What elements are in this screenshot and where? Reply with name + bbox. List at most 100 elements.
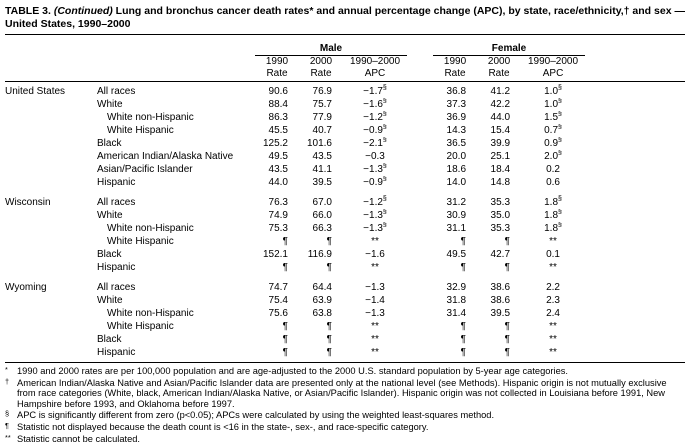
male-apc: ** (371, 236, 379, 247)
state-label: Wyoming (5, 282, 47, 293)
male-rate-header: Rate (299, 68, 343, 82)
death-rates-table: Male Female 1990 2000 1990–2000 1990 200… (5, 35, 685, 359)
male-2000-rate: 40.7 (312, 125, 332, 136)
female-1990-rate: 49.5 (446, 249, 467, 260)
female-2000-rate: ¶ (504, 236, 511, 247)
table-row: Black 125.2 101.6 −2.1§ 36.5 39.9 0.9§ (5, 137, 685, 150)
column-header-row-1: 1990 2000 1990–2000 1990 2000 1990–2000 (5, 56, 685, 69)
race-label: Hispanic (97, 347, 136, 358)
male-1990-rate: 152.1 (262, 249, 288, 260)
male-2000-rate: 66.0 (312, 210, 332, 221)
female-2000-rate: ¶ (504, 321, 511, 332)
table-row: Asian/Pacific Islander 43.5 41.1 −1.3§ 1… (5, 163, 685, 176)
male-1990-rate: 49.5 (268, 151, 288, 162)
female-apc: 2.2 (546, 282, 560, 293)
race-label: Hispanic (97, 177, 136, 188)
female-1990-rate: 14.0 (446, 177, 467, 188)
male-apc: −1.7§ (343, 82, 407, 99)
male-2000-rate: 77.9 (312, 112, 332, 123)
race-label: All races (97, 86, 136, 97)
footnote-text: 1990 and 2000 rates are per 100,000 popu… (17, 366, 568, 376)
footnote-marker: ** (5, 432, 11, 442)
table-row: Hispanic ¶ ¶ ** ¶ ¶ ** (5, 261, 685, 274)
footnotes: * 1990 and 2000 rates are per 100,000 pop… (5, 365, 685, 444)
male-2000-rate: 76.9 (312, 86, 332, 97)
female-rate-header: Rate (433, 68, 478, 82)
male-1990-header: 1990 (265, 56, 289, 67)
male-2000-rate: ¶ (326, 262, 332, 273)
male-2000-rate: 63.9 (312, 295, 332, 306)
male-apc: ** (371, 321, 379, 332)
male-1990-rate: 86.3 (268, 112, 288, 123)
female-apc: 1.0§ (544, 98, 562, 110)
male-apc: ** (371, 347, 379, 358)
female-2000-rate: 39.9 (490, 138, 511, 149)
male-1990-rate: ¶ (282, 334, 288, 345)
female-apc: ** (549, 334, 557, 345)
female-2000-rate: 44.0 (490, 112, 511, 123)
male-1990-rate: 43.5 (268, 164, 288, 175)
footnote-text: APC is significantly different from zero… (17, 410, 495, 421)
female-1990-rate: 30.9 (446, 210, 467, 221)
table-row: White non-Hispanic 86.3 77.9 −1.2§ 36.9 … (5, 111, 685, 124)
race-label: White non-Hispanic (107, 308, 194, 319)
female-1990-rate: ¶ (460, 347, 467, 358)
race-label: Hispanic (97, 262, 136, 273)
race-label: White (97, 99, 123, 110)
table-row: White 74.9 66.0 −1.3§ 30.9 35.0 1.8§ (5, 209, 685, 222)
table-row: White 75.4 63.9 −1.4 31.8 38.6 2.3 (5, 294, 685, 307)
female-2000-rate: 38.6 (490, 295, 511, 306)
footnote-text: American Indian/Alaska Native and Asian/… (17, 377, 667, 409)
male-2000-rate: 75.7 (312, 99, 332, 110)
female-2000-rate: 38.6 (490, 282, 511, 293)
female-apc: 0.1 (546, 249, 560, 260)
female-apc: 1.8§ (544, 222, 562, 234)
race-label: All races (97, 282, 136, 293)
male-2000-rate: 67.0 (312, 197, 332, 208)
female-apc: ** (549, 262, 557, 273)
female-apc: 0.9§ (544, 137, 562, 149)
female-apc: 1.8§ (544, 195, 562, 208)
female-apc: 2.3 (546, 295, 560, 306)
male-apc: ** (371, 262, 379, 273)
apc-marker: § (558, 84, 562, 92)
apc-marker: § (382, 84, 387, 92)
race-label: White Hispanic (107, 236, 174, 247)
female-2000-rate: ¶ (504, 262, 511, 273)
table-row: White non-Hispanic 75.6 63.8 −1.3 31.4 3… (5, 307, 685, 320)
male-apc: −1.6 (365, 249, 385, 260)
female-1990-header: 1990 (443, 56, 467, 67)
female-apc: 1.8§ (544, 209, 562, 221)
male-2000-rate: 43.5 (312, 151, 332, 162)
table-row: White Hispanic ¶ ¶ ** ¶ ¶ ** (5, 235, 685, 248)
female-1990-rate: 36.8 (446, 86, 467, 97)
male-2000-rate: ¶ (326, 321, 332, 332)
table-row: Wyoming All races 74.7 64.4 −1.3 32.9 38… (5, 274, 685, 294)
table-number: TABLE 3. (5, 5, 51, 17)
female-2000-rate: 42.2 (490, 99, 511, 110)
female-1990-rate: 31.1 (446, 223, 467, 234)
female-apc: 0.7§ (544, 124, 562, 136)
female-2000-rate: 18.4 (490, 164, 511, 175)
race-label: Asian/Pacific Islander (97, 164, 193, 175)
female-apc: ** (549, 321, 557, 332)
race-label: All races (97, 197, 136, 208)
table-continued-label: (Continued) (53, 5, 113, 17)
male-apc: ** (371, 334, 379, 345)
race-label: White (97, 295, 123, 306)
male-apc: −1.3§ (363, 163, 387, 175)
male-2000-rate: 39.5 (312, 177, 332, 188)
female-1990-rate: 20.0 (446, 151, 467, 162)
female-2000-rate: ¶ (504, 334, 511, 345)
race-label: White non-Hispanic (107, 223, 194, 234)
male-1990-rate: 45.5 (268, 125, 288, 136)
male-2000-rate: ¶ (326, 334, 332, 345)
female-2000-rate: 15.4 (490, 125, 511, 136)
male-apc: −0.9§ (363, 124, 387, 136)
male-apc-range-header: 1990–2000 (349, 56, 401, 67)
female-apc: 1.5§ (544, 111, 562, 123)
race-label: White (97, 210, 123, 221)
female-1990-rate: 31.4 (446, 308, 467, 319)
male-apc: −1.3§ (363, 222, 387, 234)
